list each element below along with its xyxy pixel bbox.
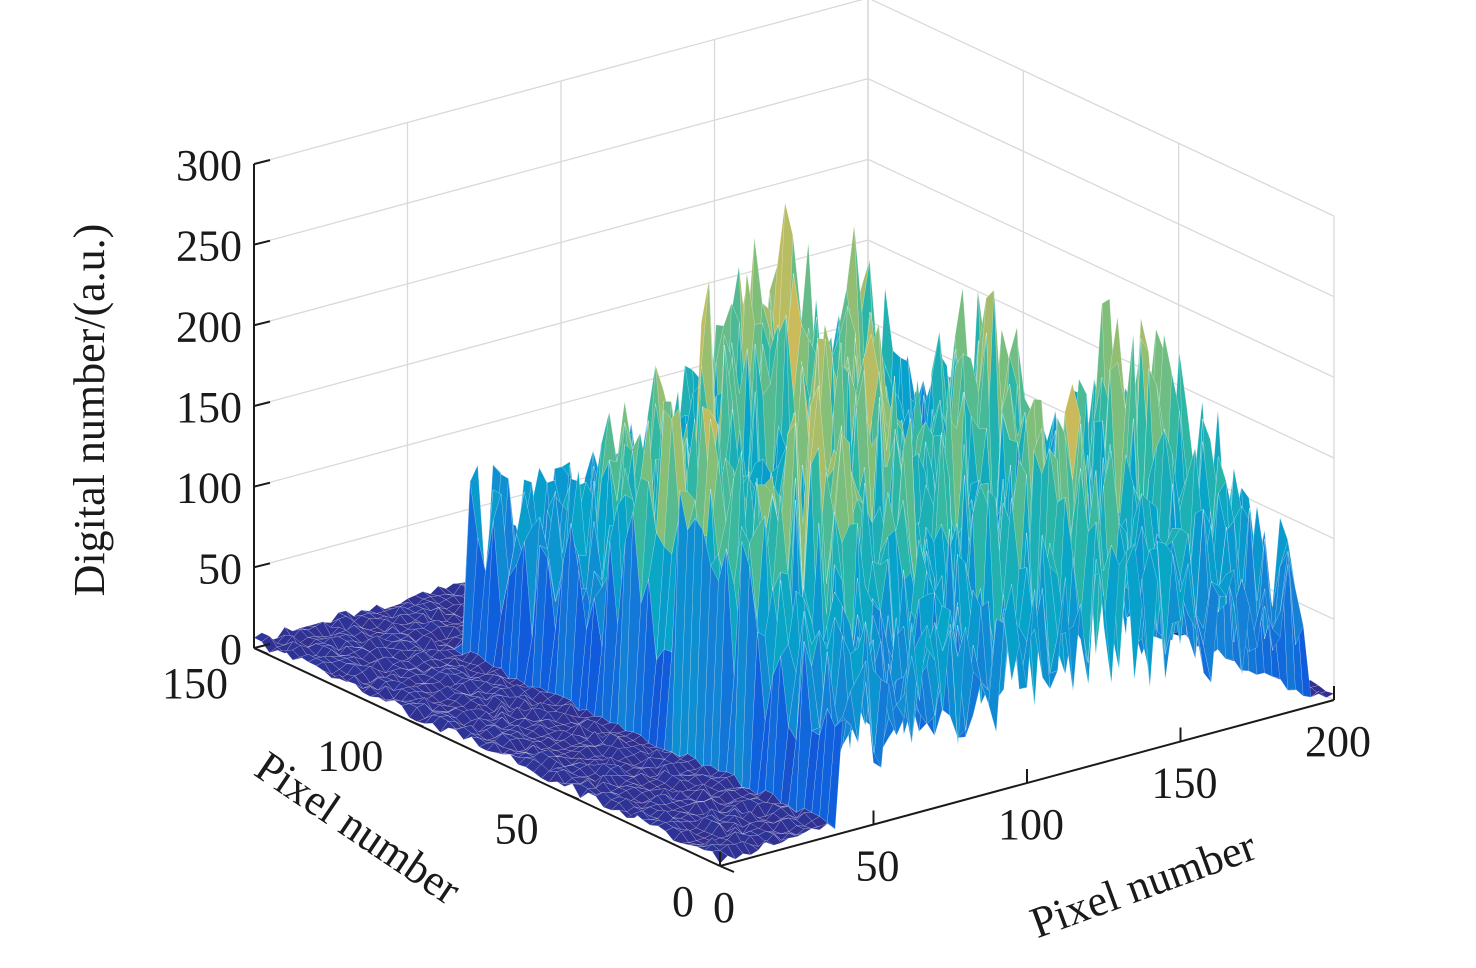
surface-patch <box>422 607 440 621</box>
surface-patch <box>284 649 301 661</box>
surface-patch <box>469 672 487 679</box>
surface-patch <box>322 656 340 663</box>
surface-patch <box>392 649 409 662</box>
surface-patch <box>346 634 363 644</box>
surface-patch <box>422 621 440 633</box>
y-tick <box>564 792 580 801</box>
grid-line-z <box>870 0 1335 217</box>
surface-patch <box>454 481 471 656</box>
z-tick <box>253 481 271 488</box>
surface-patch <box>454 651 471 662</box>
surface-patch <box>377 656 394 674</box>
chart-grid <box>253 0 1335 701</box>
surface-patch <box>331 645 347 656</box>
surface-patch <box>346 664 363 677</box>
surface-patch <box>360 627 378 637</box>
y-tick <box>719 865 735 873</box>
surface-plot <box>253 202 1335 864</box>
y-tick-label: 0 <box>672 877 694 926</box>
z-tick <box>253 320 271 327</box>
surface-patch <box>423 667 441 678</box>
x-tick-label: 100 <box>998 800 1064 849</box>
surface-patch <box>447 664 463 670</box>
surface-patch <box>276 634 294 646</box>
z-tick <box>253 562 271 569</box>
surface-patch <box>322 621 340 637</box>
x-tick-label: 0 <box>713 883 735 932</box>
surface-patch <box>283 626 301 640</box>
surface-patch <box>346 662 363 667</box>
surface-patch <box>430 585 447 597</box>
surface-patch <box>307 621 324 627</box>
z-tick <box>253 239 271 246</box>
y-tick-label: 150 <box>162 659 228 708</box>
surface-patch <box>354 638 370 648</box>
surface-patch <box>392 667 410 679</box>
surface-patch <box>994 409 1010 548</box>
z-tick-label: 200 <box>176 302 242 351</box>
grid-line-z <box>867 78 1335 298</box>
z-tick-label: 50 <box>198 544 242 593</box>
surface-patch <box>400 632 416 642</box>
x-tick-label: 150 <box>1152 759 1218 808</box>
surface-patch <box>299 628 317 638</box>
surface-patch <box>462 672 479 681</box>
z-tick-label: 100 <box>176 464 242 513</box>
z-tick <box>253 401 271 407</box>
surface-patch <box>454 664 471 679</box>
z-tick <box>253 159 271 165</box>
surface-patch <box>415 628 432 637</box>
y-tick-label: 50 <box>495 804 539 853</box>
surface-patch <box>361 618 378 631</box>
x-tick-label: 200 <box>1305 717 1371 766</box>
surface-patch <box>323 661 340 675</box>
surface-patch <box>345 645 363 653</box>
surface-patch <box>361 651 379 664</box>
grid-line-z <box>867 158 1335 378</box>
z-axis-title: Digital number/(a.u.) <box>65 224 114 597</box>
surface-patch <box>384 647 402 658</box>
surface-patch <box>361 609 377 614</box>
surface-patch <box>323 632 339 641</box>
surface-patch <box>422 591 439 597</box>
z-tick-label: 250 <box>176 222 242 271</box>
surface-patch <box>430 620 448 628</box>
z-tick-label: 300 <box>176 141 242 190</box>
y-tick-label: 100 <box>317 732 383 781</box>
surface-patch <box>414 603 431 611</box>
surface-patch <box>430 607 447 622</box>
surface-patch <box>1009 384 1026 454</box>
z-tick-label: 150 <box>176 383 242 432</box>
z-tick-label: 0 <box>220 625 242 674</box>
surface-patch <box>353 621 370 631</box>
surface-patch <box>438 649 456 659</box>
x-tick-label: 50 <box>856 842 900 891</box>
surface-patch <box>399 606 417 615</box>
surface-patch <box>368 604 386 614</box>
surface-patch <box>415 661 433 673</box>
surface-patch <box>438 607 455 622</box>
y-tick <box>253 647 269 655</box>
surface-patch <box>453 657 471 670</box>
surface-patch <box>437 606 455 615</box>
surface-patch <box>408 649 424 660</box>
